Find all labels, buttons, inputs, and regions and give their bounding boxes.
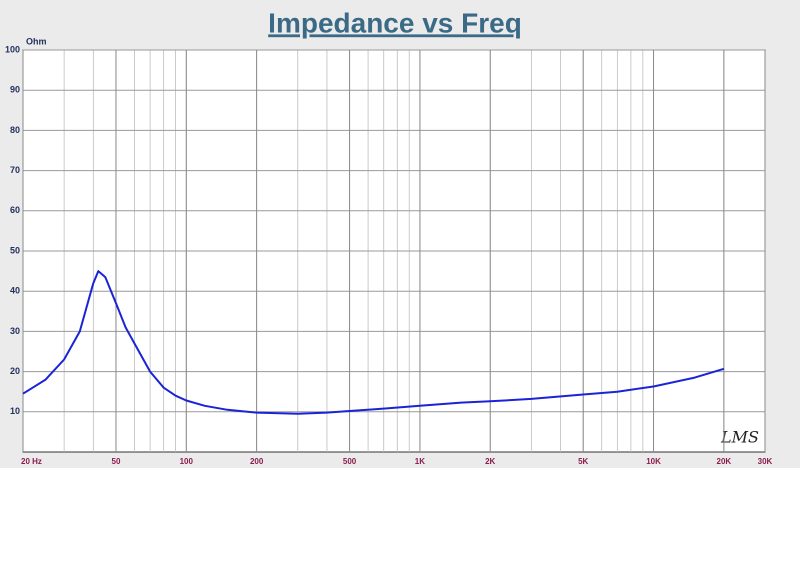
y-tick-label: 70 xyxy=(10,165,20,175)
x-tick-label: 20K xyxy=(717,457,732,466)
x-tick-label: 2K xyxy=(485,457,495,466)
y-tick-label: 100 xyxy=(5,44,20,54)
x-tick-label: 50 xyxy=(112,457,121,466)
x-tick-label: 100 xyxy=(180,457,194,466)
x-tick-label: 10K xyxy=(646,457,661,466)
x-tick-label: 5K xyxy=(578,457,588,466)
y-tick-label: 10 xyxy=(10,406,20,416)
x-tick-label: 500 xyxy=(343,457,357,466)
watermark: LMS xyxy=(720,428,759,447)
x-tick-label: 1K xyxy=(415,457,425,466)
y-tick-label: 20 xyxy=(10,366,20,376)
y-axis-label: Ohm xyxy=(26,36,47,46)
x-tick-label: 20 Hz xyxy=(21,457,42,466)
y-tick-label: 90 xyxy=(10,85,20,95)
x-tick-label: 30K xyxy=(758,457,773,466)
y-tick-label: 40 xyxy=(10,286,20,296)
y-tick-label: 30 xyxy=(10,326,20,336)
y-tick-label: 80 xyxy=(10,125,20,135)
grid xyxy=(22,49,766,452)
chart-title: Impedance vs Freq xyxy=(268,7,522,38)
y-tick-label: 50 xyxy=(10,245,20,255)
impedance-line xyxy=(22,270,725,415)
y-tick-label: 60 xyxy=(10,205,20,215)
x-tick-label: 200 xyxy=(250,457,264,466)
